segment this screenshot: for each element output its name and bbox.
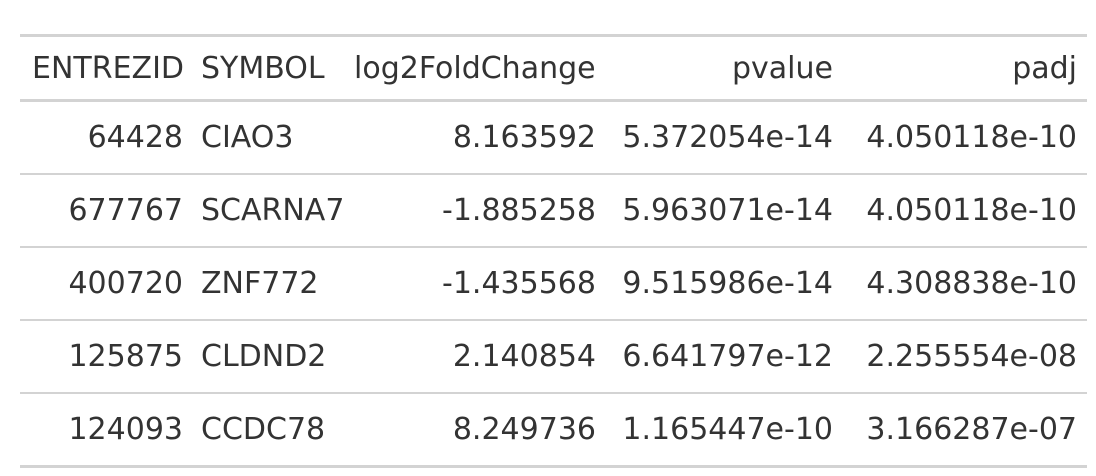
column-header-pvalue: pvalue — [732, 50, 833, 86]
cell-symbol: SCARNA7 — [201, 193, 345, 228]
cell-entrezid: 124093 — [68, 412, 183, 447]
cell-padj: 4.050118e-10 — [866, 120, 1077, 155]
cell-padj: 3.166287e-07 — [866, 412, 1077, 447]
header-row: ENTREZID SYMBOL log2FoldChange pvalue pa… — [20, 35, 1087, 101]
column-header-padj: padj — [1012, 50, 1077, 86]
table-row: 64428 CIAO3 8.163592 5.372054e-14 4.0501… — [20, 101, 1087, 174]
cell-log2foldchange: -1.435568 — [442, 266, 596, 301]
column-header-symbol: SYMBOL — [201, 50, 325, 86]
cell-padj: 2.255554e-08 — [866, 339, 1077, 374]
results-table: ENTREZID SYMBOL log2FoldChange pvalue pa… — [20, 34, 1087, 468]
cell-entrezid: 677767 — [68, 193, 183, 228]
table-row: 677767 SCARNA7 -1.885258 5.963071e-14 4.… — [20, 174, 1087, 247]
cell-log2foldchange: 8.163592 — [452, 120, 596, 155]
table-header: ENTREZID SYMBOL log2FoldChange pvalue pa… — [20, 35, 1087, 101]
cell-padj: 4.050118e-10 — [866, 193, 1077, 228]
cell-symbol: CCDC78 — [201, 412, 326, 447]
column-header-entrezid: ENTREZID — [32, 50, 185, 86]
cell-log2foldchange: 2.140854 — [452, 339, 596, 374]
cell-pvalue: 6.641797e-12 — [622, 339, 833, 374]
cell-pvalue: 1.165447e-10 — [622, 412, 833, 447]
results-table-container: ENTREZID SYMBOL log2FoldChange pvalue pa… — [20, 34, 1087, 468]
column-header-log2foldchange: log2FoldChange — [354, 50, 596, 86]
cell-entrezid: 125875 — [68, 339, 183, 374]
table-row: 400720 ZNF772 -1.435568 9.515986e-14 4.3… — [20, 247, 1087, 320]
cell-entrezid: 400720 — [68, 266, 183, 301]
cell-symbol: CIAO3 — [201, 120, 294, 155]
table-row: 124093 CCDC78 8.249736 1.165447e-10 3.16… — [20, 393, 1087, 467]
table-body: 64428 CIAO3 8.163592 5.372054e-14 4.0501… — [20, 101, 1087, 467]
cell-symbol: ZNF772 — [201, 266, 319, 301]
cell-log2foldchange: -1.885258 — [442, 193, 596, 228]
cell-entrezid: 64428 — [87, 120, 183, 155]
cell-pvalue: 9.515986e-14 — [622, 266, 833, 301]
table-row: 125875 CLDND2 2.140854 6.641797e-12 2.25… — [20, 320, 1087, 393]
cell-pvalue: 5.963071e-14 — [622, 193, 833, 228]
cell-symbol: CLDND2 — [201, 339, 327, 374]
cell-log2foldchange: 8.249736 — [452, 412, 596, 447]
cell-pvalue: 5.372054e-14 — [622, 120, 833, 155]
cell-padj: 4.308838e-10 — [866, 266, 1077, 301]
